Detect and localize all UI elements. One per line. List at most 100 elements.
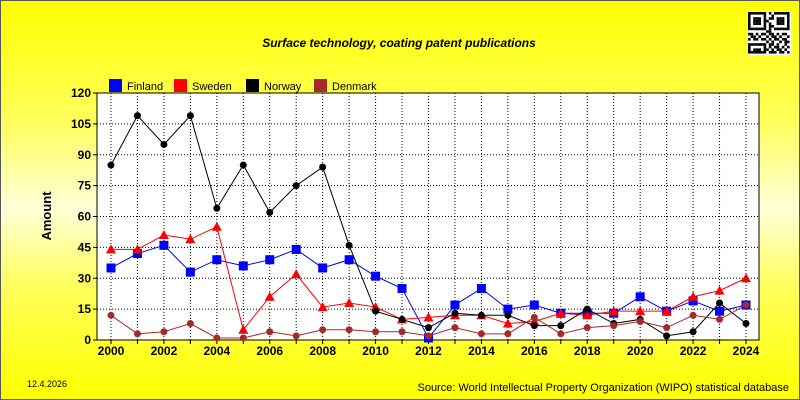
legend-item-finland: Finland [109, 79, 163, 93]
data-point [423, 312, 434, 322]
data-point [239, 161, 247, 169]
legend-item-sweden: Sweden [174, 79, 232, 93]
qr-module [768, 12, 772, 15]
data-point [266, 208, 274, 216]
qr-module [763, 17, 767, 20]
qr-module [763, 12, 767, 15]
data-point [107, 311, 115, 319]
qr-module [779, 27, 782, 31]
data-point [291, 269, 302, 279]
data-point [398, 315, 406, 323]
qr-module [761, 27, 764, 31]
qr-module [776, 45, 780, 49]
data-point [741, 273, 751, 283]
data-point [397, 284, 407, 294]
data-point [477, 330, 485, 338]
qr-module [779, 51, 782, 54]
x-tick-label: 2016 [521, 344, 548, 358]
data-point [398, 328, 406, 336]
data-point [185, 267, 195, 277]
data-point [661, 306, 672, 316]
qr-module [781, 19, 785, 23]
data-point [185, 234, 196, 244]
data-point [345, 241, 353, 249]
qr-module [758, 27, 761, 31]
qr-module [753, 17, 756, 20]
data-point [264, 291, 275, 301]
data-point [502, 318, 513, 328]
x-tick-label: 2000 [98, 344, 125, 358]
data-point [292, 332, 300, 340]
qr-module [748, 32, 751, 36]
qr-module [768, 45, 772, 49]
data-point [372, 307, 380, 315]
qr-module [787, 22, 790, 25]
qr-module [750, 43, 754, 46]
data-point [239, 334, 247, 342]
data-point [742, 320, 750, 328]
qr-module [755, 32, 759, 36]
qr-module [784, 32, 787, 36]
data-point [213, 334, 221, 342]
x-tick-label: 2010 [362, 344, 389, 358]
qr-module [748, 25, 751, 28]
data-point [159, 240, 169, 250]
qr-module [787, 27, 790, 31]
qr-module [787, 25, 790, 28]
y-tick-label: 45 [78, 240, 92, 254]
qr-module [774, 35, 777, 38]
data-point [504, 330, 512, 338]
qr-module [784, 12, 787, 15]
qr-module [771, 25, 774, 28]
data-point [319, 326, 327, 334]
data-point [133, 330, 141, 338]
x-tick-label: 2004 [203, 344, 230, 358]
qr-module [774, 51, 777, 54]
qr-module [776, 27, 780, 31]
data-point [583, 305, 591, 313]
x-tick-label: 2018 [574, 344, 601, 358]
source-note: Source: World Intellectual Property Orga… [417, 382, 789, 394]
qr-module [748, 22, 751, 25]
qr-module [750, 12, 754, 15]
qr-module [787, 40, 790, 44]
qr-module [763, 25, 767, 28]
qr-module [781, 17, 785, 20]
data-point [689, 328, 697, 336]
qr-module [771, 14, 774, 18]
data-point [635, 292, 645, 302]
data-point [371, 271, 381, 281]
data-point [608, 306, 619, 316]
qr-module [784, 40, 787, 44]
qr-module [748, 38, 751, 41]
qr-module [763, 19, 767, 23]
data-point [133, 112, 141, 120]
qr-module [755, 27, 759, 31]
qr-module [761, 12, 764, 15]
qr-code-icon [747, 11, 791, 55]
data-point [663, 324, 671, 332]
qr-module [755, 38, 759, 41]
qr-module [781, 12, 785, 15]
qr-module [787, 45, 790, 49]
qr-module [753, 19, 756, 23]
series-layer [106, 112, 751, 343]
legend-item-denmark: Denmark [314, 79, 377, 93]
qr-module [755, 43, 759, 46]
legend-item-norway: Norway [246, 79, 302, 93]
legend-label: Denmark [332, 81, 377, 93]
qr-module [787, 19, 790, 23]
data-point [716, 315, 724, 323]
qr-module [787, 12, 790, 15]
qr-module [781, 45, 785, 49]
legend-swatch [314, 79, 327, 92]
qr-module [763, 45, 767, 49]
data-point [450, 300, 460, 310]
qr-module [768, 43, 772, 46]
y-tick-label: 15 [78, 302, 92, 316]
data-point [529, 300, 539, 310]
x-tick-label: 2024 [733, 344, 760, 358]
data-point [635, 306, 646, 316]
